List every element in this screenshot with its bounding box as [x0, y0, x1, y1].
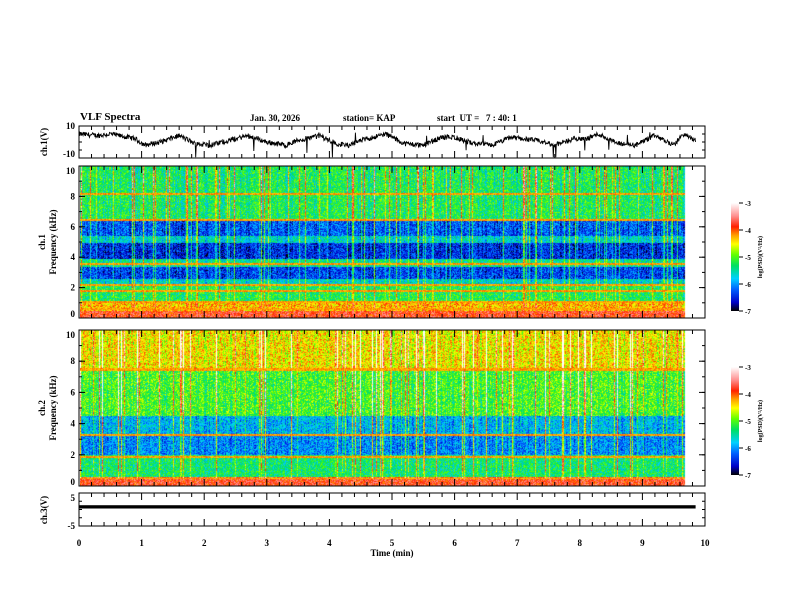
colorbar-tick-label: -7: [745, 308, 751, 316]
ch3-ylabel: ch.3(V): [39, 496, 49, 524]
ch3-ytick-label: -5: [68, 521, 76, 531]
ch2-spec-ytick-label: 0: [71, 477, 76, 487]
ch2-spec-ylabel-freq: Frequency (kHz): [48, 375, 58, 440]
ch2-spec-ytick-label: 10: [66, 330, 76, 340]
ch1-spec-ytick-label: 2: [71, 283, 76, 293]
ch1-ylabel: ch.1(V): [39, 128, 49, 156]
ch3-waveform-line: [79, 505, 696, 509]
colorbar-tick-label: -6: [745, 281, 751, 289]
ch2-spec-ytick-label: 2: [71, 450, 76, 460]
x-tick-label: 10: [701, 538, 711, 548]
ch2-spectrogram: [80, 330, 694, 486]
station-label: station= KAP: [343, 113, 396, 123]
ch1-colorbar: -3 -4 -5 -6 -7 log(PSD)(V²/Hz): [731, 200, 764, 316]
ch2-spec-ytick-label: 8: [71, 356, 76, 366]
ch1-spec-ytick-label: 0: [71, 309, 76, 319]
ch3-ytick-label: 5: [71, 493, 76, 503]
x-tick-label: 4: [327, 538, 332, 548]
start-time-label: start UT = 7 : 40: 1: [437, 113, 517, 123]
colorbar-2-gradient: [731, 367, 739, 475]
x-tick-label: 1: [139, 538, 144, 548]
figure-title: VLF Spectra: [80, 111, 141, 123]
x-tick-label: 0: [77, 538, 82, 548]
date-label: Jan. 30, 2026: [250, 113, 301, 123]
colorbar-tick-label: -6: [745, 445, 751, 453]
colorbar-tick-label: -4: [745, 391, 751, 399]
colorbar-tick-label: -5: [745, 254, 751, 262]
colorbar-1-gradient: [731, 203, 739, 311]
x-tick-label: 5: [390, 538, 395, 548]
colorbar-tick-label: -4: [745, 227, 751, 235]
colorbar-2-label: log(PSD)(V²/Hz): [757, 400, 764, 442]
ch1-spec-ytick-label: 10: [66, 166, 76, 176]
x-tick-label: 7: [515, 538, 520, 548]
colorbar-tick-label: -3: [745, 200, 751, 208]
colorbar-tick-label: -3: [745, 364, 751, 372]
ch2-colorbar: -3 -4 -5 -6 -7 log(PSD)(V²/Hz): [731, 364, 764, 480]
ch1-spec-ytick-label: 8: [71, 191, 76, 201]
x-tick-label: 2: [202, 538, 207, 548]
ch1-spec-ylabel-ch: ch.1: [37, 234, 47, 250]
x-axis-label: Time (min): [370, 548, 413, 558]
colorbar-1-label: log(PSD)(V²/Hz): [757, 236, 764, 278]
ch2-spec-ylabel-ch: ch.2: [37, 400, 47, 416]
x-tick-label: 3: [265, 538, 270, 548]
ch2-spec-ytick-label: 6: [71, 387, 76, 397]
ch1-ytick-label: 10: [66, 121, 76, 131]
ch1-spec-frame: [78, 165, 706, 319]
ch1-waveform-line: [78, 131, 696, 158]
x-tick-label: 6: [452, 538, 457, 548]
ch1-spec-ytick-label: 6: [71, 222, 76, 232]
ch1-spec-ylabel-freq: Frequency (kHz): [48, 209, 58, 274]
ch2-spec-frame: [78, 329, 706, 487]
colorbar-tick-label: -7: [745, 472, 751, 480]
x-tick-label: 9: [640, 538, 645, 548]
colorbar-tick-label: -5: [745, 418, 751, 426]
ch2-spec-ytick-label: 4: [71, 419, 76, 429]
ch1-ytick-label: -10: [63, 149, 75, 159]
x-tick-label: 8: [578, 538, 583, 548]
ch1-spectrogram: [80, 166, 694, 318]
ch1-spec-ytick-label: 4: [71, 252, 76, 262]
